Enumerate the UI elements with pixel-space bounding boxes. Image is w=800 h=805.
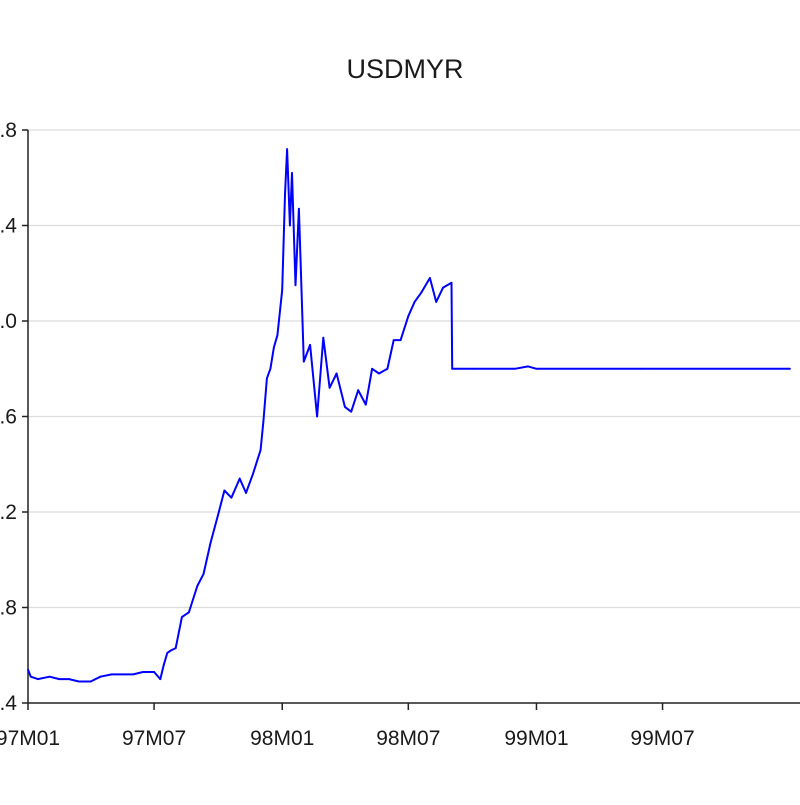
data-point (378, 372, 380, 375)
data-point (281, 289, 284, 291)
grid-lines (28, 129, 800, 609)
data-point (442, 286, 444, 289)
data-point (120, 673, 123, 676)
data-point (230, 496, 233, 499)
data-point (238, 477, 241, 480)
data-point (58, 678, 61, 680)
data-point (153, 671, 156, 673)
x-tick-label: 98M01 (250, 727, 314, 750)
axes (22, 129, 800, 710)
y-tick-label: 3.6 (0, 406, 17, 429)
data-point (535, 367, 538, 370)
data-point (451, 367, 454, 370)
data-point (386, 367, 389, 370)
data-point (514, 367, 516, 370)
series-line (27, 148, 790, 683)
data-point (276, 334, 279, 337)
data-point (245, 492, 247, 494)
data-point (99, 675, 102, 678)
data-point (174, 647, 177, 649)
data-point (640, 367, 643, 370)
data-point (309, 344, 311, 346)
y-tick-label: 2.4 (0, 692, 17, 715)
data-point (413, 301, 416, 303)
data-point (217, 513, 220, 516)
data-point (36, 678, 39, 680)
data-point (350, 410, 353, 413)
data-point (223, 489, 226, 492)
data-point (335, 372, 338, 375)
data-point (392, 339, 395, 341)
data-point (789, 367, 791, 370)
data-point (344, 406, 346, 408)
tick-labels: 2.4 2.8 3.2 3.6 4.0 4.4 4.8 97M01 97M07 98M01 98M0… (0, 119, 695, 750)
data-point (460, 367, 463, 370)
data-point (77, 680, 80, 683)
data-point (302, 360, 305, 363)
data-point (188, 611, 190, 614)
y-tick-label: 4.0 (0, 310, 17, 333)
data-point (435, 301, 438, 303)
data-point (328, 386, 331, 389)
data-point (371, 367, 373, 370)
data-point (29, 675, 32, 678)
data-point (429, 277, 431, 279)
x-tick-label: 99M01 (504, 727, 568, 750)
data-point (159, 678, 162, 680)
data-point (110, 673, 113, 676)
y-tick-label: 4.4 (0, 215, 17, 238)
x-tick-label: 97M01 (0, 727, 60, 750)
data-point (289, 224, 291, 227)
data-point (142, 671, 144, 673)
data-point (284, 193, 286, 196)
data-point (298, 207, 300, 210)
data-point (407, 315, 410, 318)
data-point (48, 675, 51, 678)
data-point (357, 389, 360, 392)
data-point (89, 680, 92, 683)
data-point (169, 649, 172, 652)
data-point (68, 678, 70, 680)
data-point (181, 616, 183, 618)
data-point (196, 585, 199, 587)
data-point (202, 573, 205, 575)
data-point (450, 281, 453, 284)
data-point (27, 668, 29, 671)
y-tick-label: 2.8 (0, 597, 17, 620)
data-point (166, 652, 169, 654)
data-point (132, 673, 135, 676)
series-layer (27, 148, 791, 683)
data-point (364, 403, 367, 406)
data-point (322, 336, 325, 339)
x-tick-label: 99M07 (630, 727, 694, 750)
data-point (252, 472, 254, 475)
data-point (262, 420, 265, 423)
chart-title: USDMYR (346, 54, 463, 84)
data-point (273, 346, 275, 349)
data-point (294, 284, 297, 287)
data-point (269, 367, 272, 370)
x-tick-label: 97M07 (122, 727, 186, 750)
data-point (420, 291, 423, 294)
data-point (162, 663, 165, 666)
data-point (399, 339, 402, 341)
data-point (286, 148, 288, 151)
data-point (471, 367, 474, 370)
data-point (259, 449, 262, 451)
y-tick-label: 3.2 (0, 501, 17, 524)
data-point (316, 415, 318, 418)
data-point (209, 542, 212, 544)
data-point (291, 172, 293, 174)
y-tick-label: 4.8 (0, 119, 17, 142)
data-point (266, 377, 268, 380)
x-tick-label: 98M07 (376, 727, 440, 750)
data-point (527, 365, 529, 368)
